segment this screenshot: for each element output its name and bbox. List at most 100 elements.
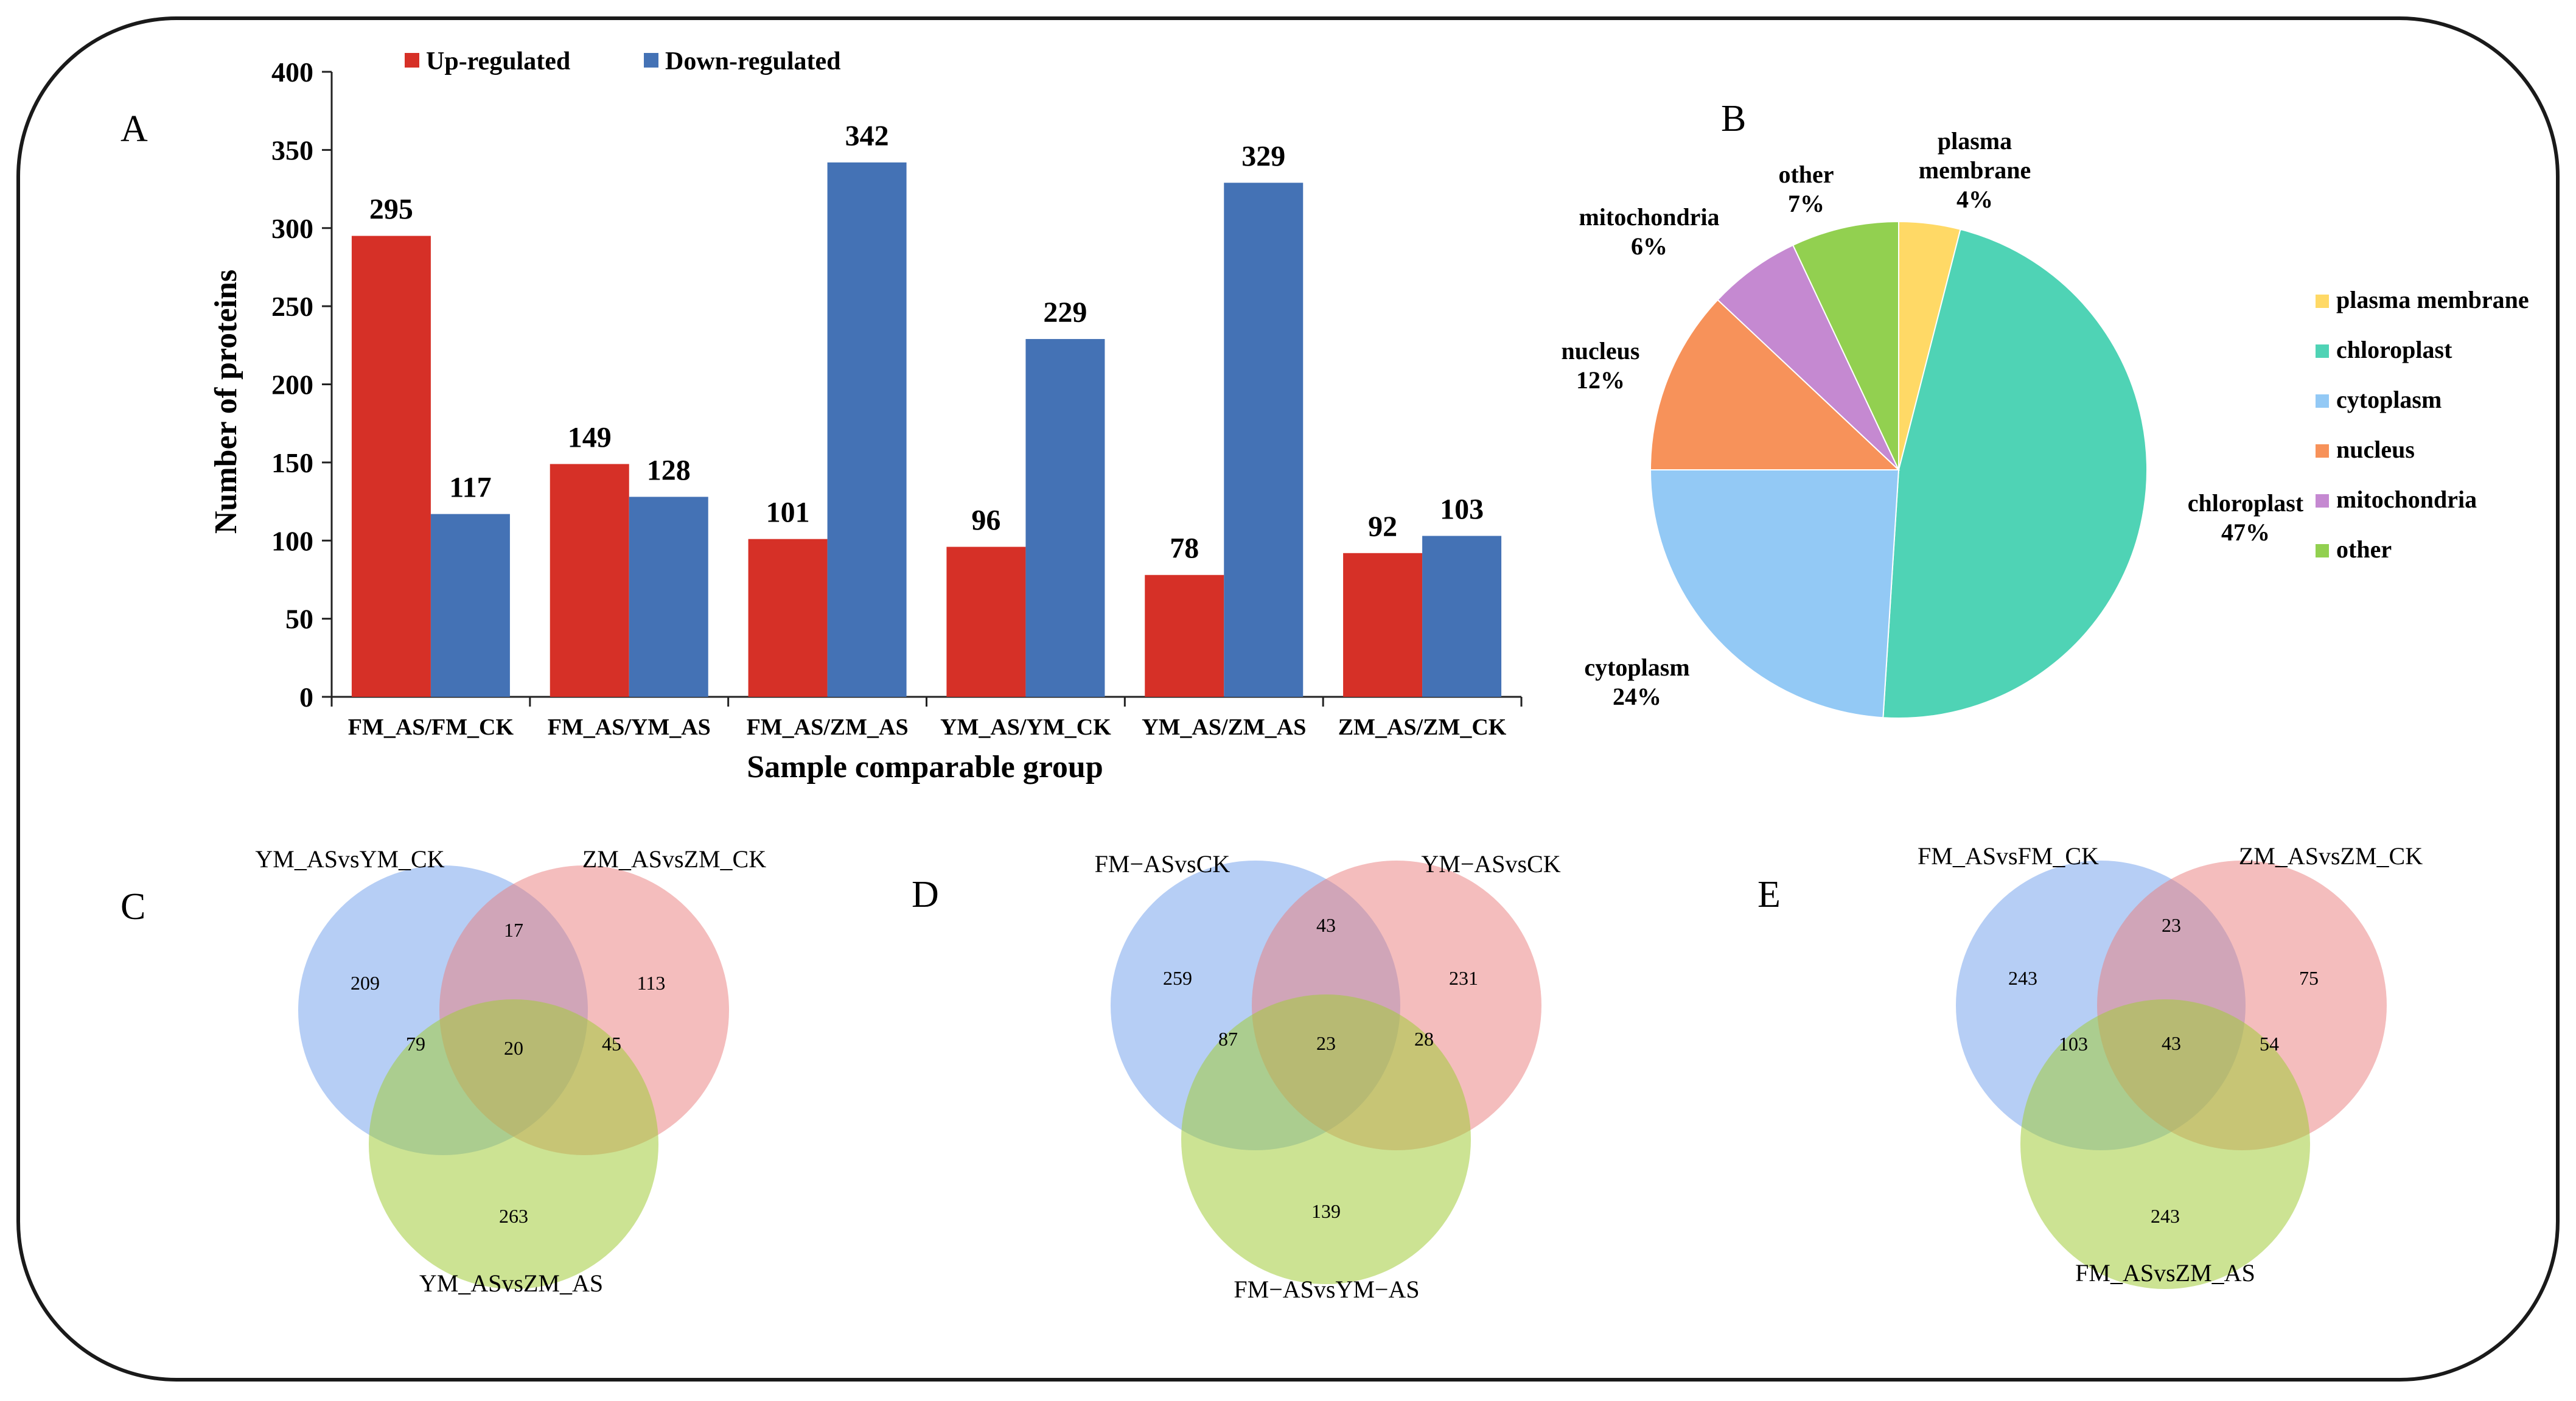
x-tick-label: FM_AS/FM_CK [348,714,514,740]
pie-chart-panel: B plasmamembrane4%chloroplast47%cytoplas… [1562,98,2529,719]
bar-value-label: 229 [1043,296,1087,329]
y-tick-label: 100 [271,525,313,556]
legend-swatch-mitochondria [2316,494,2329,508]
legend-label-up-regulated: Up-regulated [426,47,570,75]
pie-slice-percent: 12% [1576,366,1625,394]
venn-circle-fm-asvszm-as [2020,999,2310,1289]
venn-count-ac: 79 [406,1033,425,1055]
bar-value-label: 295 [369,194,413,226]
legend-label-down-regulated: Down-regulated [665,47,841,75]
bar-chart-bars [351,162,1502,697]
y-tick-label: 0 [299,682,313,713]
venn-set-label: FM−ASvsCK [1095,850,1230,878]
bar-value-label: 103 [1440,494,1484,526]
x-tick-label: FM_AS/YM_AS [548,714,711,740]
bar-down-regulated-fm-as-ym-as [629,497,708,697]
bar-chart-data-labels: 295 117 149 128 101 342 96 229 78 329 92 103 [369,120,1484,565]
y-tick-label: 150 [271,447,313,478]
venn-set-label: ZM_ASvsZM_CK [582,845,766,873]
venn-count-abc: 43 [2162,1032,2181,1054]
bar-down-regulated-fm-as-zm-as [827,162,907,697]
bar-up-regulated-fm-as-zm-as [748,539,828,697]
pie-slice-label: membrane [1919,156,2031,184]
legend-swatch-other [2316,544,2329,557]
bar-value-label: 92 [1368,511,1397,543]
venn-count-a-only: 243 [2008,967,2037,989]
venn-set-label: YM_ASvsYM_CK [255,845,444,873]
y-tick-label: 400 [271,57,313,88]
pie-slice-label: cytoplasm [1584,654,1689,681]
venn-panel-c: C YM_ASvsYM_CK ZM_ASvsZM_CK YM_ASvsZM_AS 20… [120,845,766,1297]
x-tick-label: FM_AS/ZM_AS [747,714,909,740]
panel-label-c: C [120,886,145,928]
venn-count-abc: 20 [504,1037,523,1059]
y-tick-label: 300 [271,213,313,244]
venn-count-a-only: 209 [351,972,380,994]
bar-chart-legend: Up-regulated Down-regulated [405,47,841,75]
bar-chart-axes [322,71,1523,707]
venn-set-label: YM−ASvsCK [1421,850,1560,878]
bar-chart-tick-labels: 0 50 100 150 200 250 300 350 400 FM_AS/FM_CK FM_AS… [271,57,1507,740]
pie-slice-percent: 4% [1956,186,1993,213]
pie-slice-label: nucleus [1562,337,1640,365]
legend-label-nucleus: nucleus [2336,436,2415,463]
pie-slice-mitochondria [1717,244,1899,470]
venn-panel-d: D FM−ASvsCK YM−ASvsCK FM−ASvsYM−AS 259 231 13… [912,850,1561,1303]
venn-count-ab: 23 [2162,914,2181,936]
legend-label-plasma-membrane: plasma membrane [2336,286,2529,313]
venn-set-label: FM_ASvsZM_AS [2075,1259,2255,1287]
venn-count-c-only: 139 [1311,1200,1341,1222]
bar-value-label: 149 [568,421,612,453]
legend-label-cytoplasm: cytoplasm [2336,386,2442,413]
y-tick-label: 250 [271,291,313,322]
venn-count-bc: 54 [2260,1033,2279,1055]
x-tick-label: ZM_AS/ZM_CK [1338,714,1507,740]
panel-label-a: A [120,108,148,150]
venn-circle-ym-asvszm-as [369,999,658,1289]
panel-label-e: E [1757,874,1781,915]
legend-label-other: other [2336,536,2392,563]
bar-up-regulated-fm-as-ym-as [550,464,629,697]
venn-count-b-only: 231 [1449,967,1478,989]
venn-count-ab: 43 [1316,914,1336,936]
bar-down-regulated-ym-as-zm-as [1224,183,1304,697]
bar-down-regulated-fm-as-fm-ck [430,514,510,697]
legend-swatch-down-regulated [644,53,658,68]
pie-slice-cytoplasm [1649,469,1900,719]
y-tick-label: 50 [285,604,313,635]
pie-slice-percent: 47% [2221,519,2270,546]
venn-panel-e: E FM_ASvsFM_CK ZM_ASvsZM_CK FM_ASvsZM_AS 24… [1757,842,2423,1289]
legend-swatch-chloroplast [2316,344,2329,358]
legend-label-mitochondria: mitochondria [2336,486,2477,513]
pie-slice-percent: 7% [1788,190,1824,217]
venn-count-c-only: 243 [2151,1205,2180,1227]
pie-chart-slices [1649,220,2148,719]
figure-frame [16,16,2560,1382]
pie-slice-percent: 6% [1631,232,1667,260]
bar-up-regulated-zm-as-zm-ck [1343,553,1423,697]
bar-value-label: 329 [1241,140,1285,172]
bar-chart-panel: A 295 117 149 128 101 342 96 229 78 329 92 103 0 50 1… [120,47,1523,784]
pie-slice-percent: 24% [1613,683,1661,710]
panel-label-d: D [912,874,939,915]
pie-slice-label: mitochondria [1579,203,1719,231]
venn-count-ac: 87 [1218,1028,1238,1050]
bar-up-regulated-ym-as-zm-as [1145,575,1224,697]
venn-count-ac: 103 [2059,1033,2088,1055]
bar-value-label: 342 [845,120,889,152]
y-tick-label: 350 [271,135,313,166]
legend-label-chloroplast: chloroplast [2336,336,2452,363]
pie-slice-label: chloroplast [2188,489,2304,517]
venn-circle-fm-asvsym-as [1181,994,1471,1284]
legend-swatch-plasma-membrane [2316,295,2329,308]
pie-slice-label: other [1778,161,1834,188]
bar-up-regulated-fm-as-fm-ck [351,236,431,697]
venn-count-c-only: 263 [499,1205,528,1227]
venn-set-label: YM_ASvsZM_AS [419,1270,603,1297]
x-tick-label: YM_AS/YM_CK [940,714,1111,740]
legend-swatch-up-regulated [405,53,419,68]
bar-value-label: 128 [647,454,691,486]
venn-count-b-only: 75 [2299,967,2319,989]
